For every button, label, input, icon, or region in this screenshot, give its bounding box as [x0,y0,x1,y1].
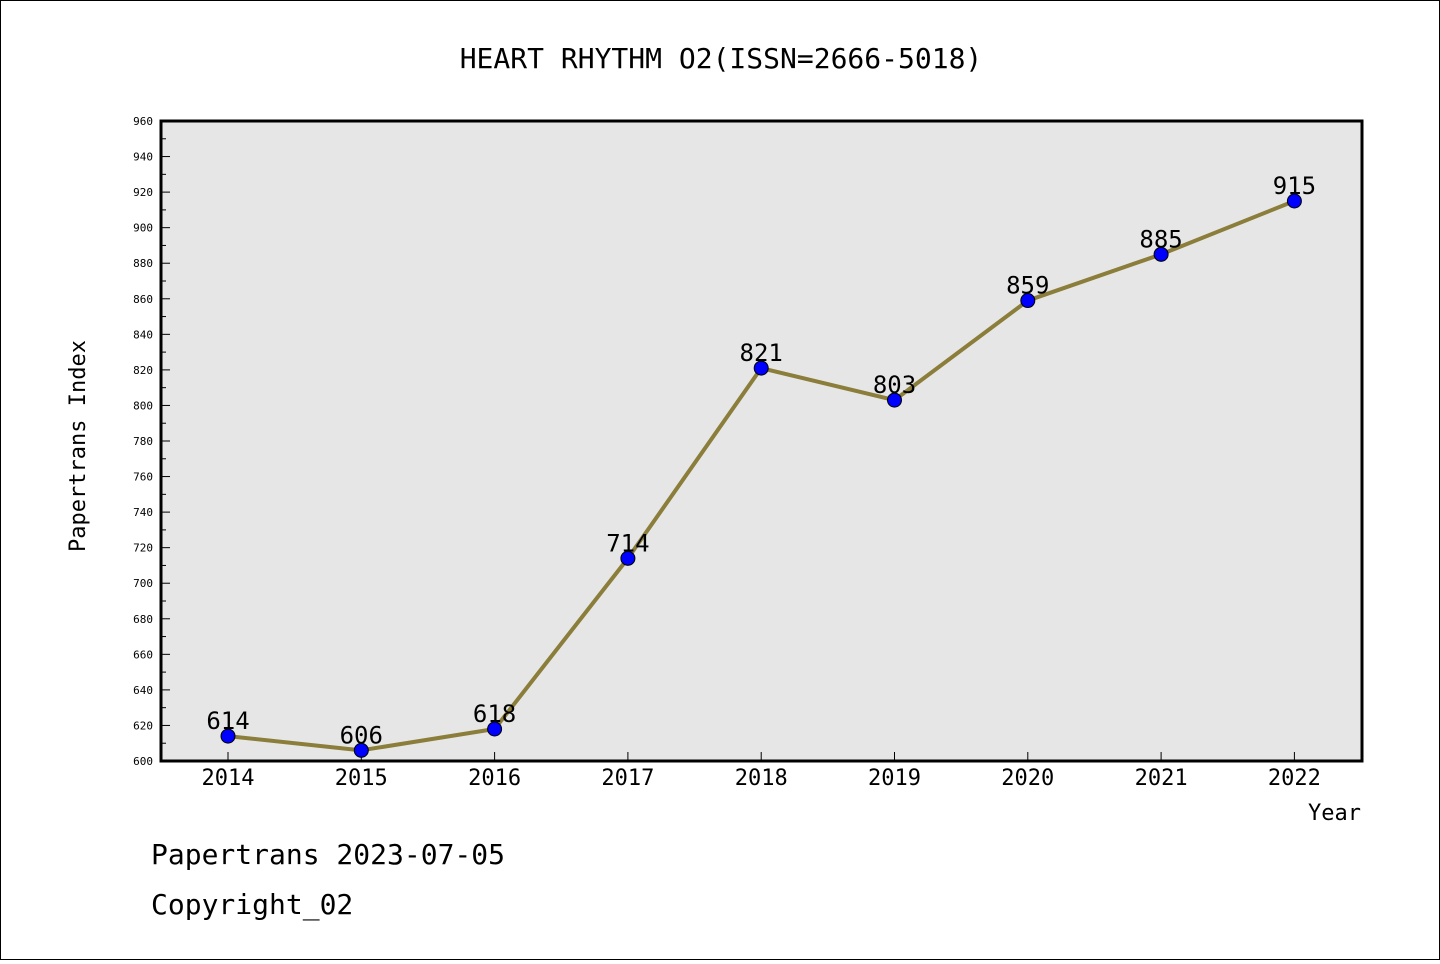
y-tick-label: 680 [133,613,153,626]
data-label: 885 [1139,225,1182,253]
y-tick-label: 840 [133,328,153,341]
x-tick-label: 2022 [1268,766,1321,791]
y-tick-label: 660 [133,648,153,661]
footer-copyright: Copyright_02 [151,888,353,922]
x-tick-label: 2019 [868,766,921,791]
footer-date: Papertrans 2023-07-05 [151,838,505,871]
x-tick-label: 2017 [601,766,654,791]
x-tick-label: 2021 [1135,766,1188,791]
plot-area [161,121,1362,761]
x-tick-label: 2015 [335,766,388,791]
data-point [887,392,902,408]
x-tick-label: 2016 [468,766,521,791]
data-label: 821 [740,339,783,367]
data-point [1286,193,1302,209]
data-label: 606 [340,721,383,749]
x-tick-label: 2020 [1001,766,1054,791]
y-tick-label: 920 [133,186,153,199]
y-tick-label: 860 [133,293,153,306]
y-tick-label: 780 [133,435,153,448]
y-tick-label: 960 [133,115,153,128]
y-tick-label: 740 [133,506,153,519]
x-tick-label: 2014 [202,766,255,791]
x-axis-title: Year [1308,801,1361,826]
y-tick-label: 880 [133,257,153,270]
data-label: 614 [206,707,249,735]
y-tick-label: 940 [133,151,153,164]
y-tick-label: 720 [133,542,153,555]
data-point [220,728,236,744]
data-point [487,721,503,737]
y-axis-title: Papertrans Index [66,340,91,552]
data-label: 803 [873,371,916,399]
plot-frame [159,119,1364,763]
data-label: 714 [606,529,649,557]
data-label: 915 [1273,172,1316,200]
chart-title: HEART RHYTHM O2(ISSN=2666-5018) [460,42,983,75]
x-axis: 2014 2015 2016 2017 2018 2019 2020 2021 2022 [202,752,1321,791]
data-point [353,742,369,758]
y-tick-label: 700 [133,577,153,590]
data-point [1020,293,1036,309]
data-point [1153,246,1169,262]
series-group: 614 606 618 714 821 803 859 885 915 [206,172,1316,758]
data-label: 859 [1006,272,1049,300]
y-tick-label: 820 [133,364,153,377]
y-tick-label: 600 [133,755,153,768]
y-axis: 600 620 640 660 680 700 720 740 760 780 800 820 840 8… [133,115,170,768]
y-tick-label: 620 [133,719,153,732]
data-label: 618 [473,700,516,728]
data-point [620,550,636,566]
y-tick-label: 900 [133,222,153,235]
data-point [753,360,769,376]
y-tick-label: 800 [133,399,153,412]
y-tick-label: 760 [133,471,153,484]
x-tick-label: 2018 [735,766,788,791]
y-tick-label: 640 [133,684,153,697]
